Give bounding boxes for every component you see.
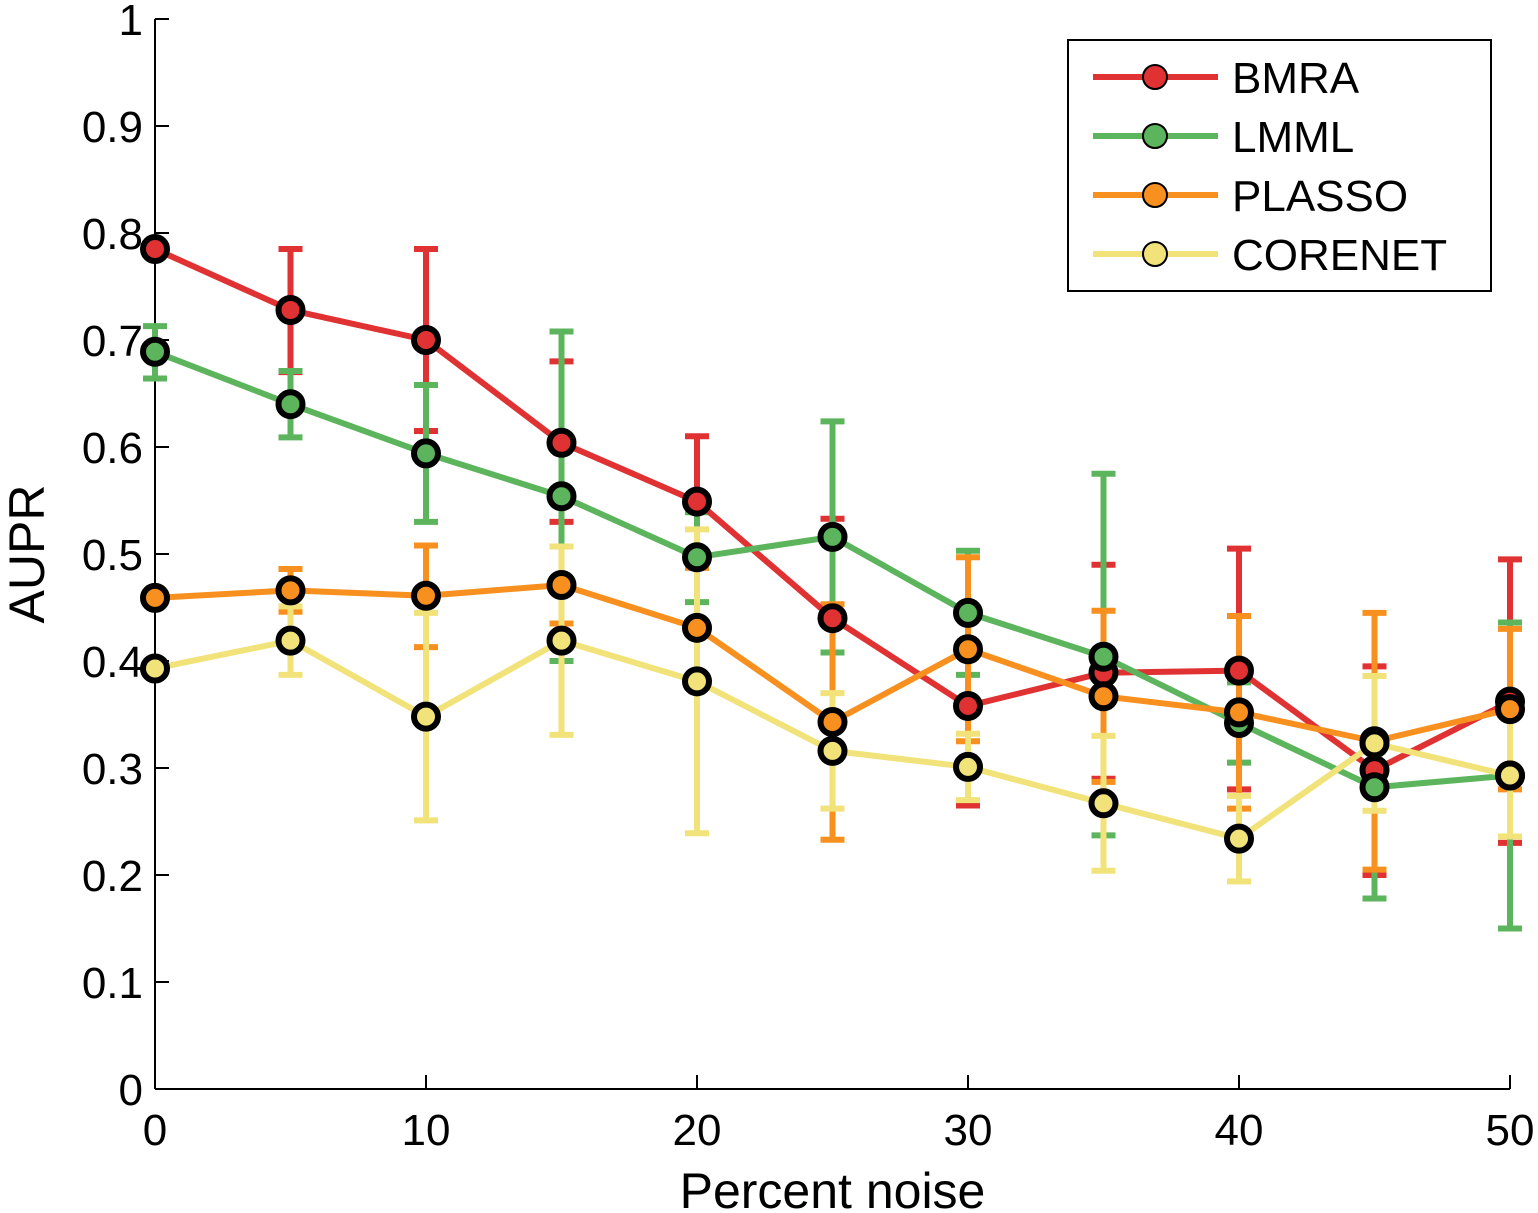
y-axis-title: AUPR: [0, 485, 55, 624]
data-point-corenet: [1495, 760, 1525, 791]
legend-marker-corenet: [1142, 241, 1168, 267]
y-tick-label: 0.3: [82, 745, 143, 794]
x-tick-label: 20: [673, 1106, 722, 1155]
y-tick-label: 0.8: [82, 210, 143, 259]
data-point-corenet: [682, 666, 712, 697]
legend-label-bmra: BMRA: [1232, 54, 1360, 103]
y-tick-label: 0.1: [82, 959, 143, 1008]
data-point-corenet: [140, 653, 170, 684]
data-point-corenet: [1088, 788, 1119, 819]
data-point-corenet: [546, 625, 577, 656]
y-tick-label: 0: [119, 1066, 143, 1115]
data-point-lmml: [953, 597, 983, 628]
x-axis-title: Percent noise: [680, 1163, 986, 1213]
data-point-lmml: [1359, 772, 1390, 803]
series-markers: [140, 234, 1525, 854]
y-tick-label: 0.5: [82, 531, 143, 580]
data-point-lmml: [546, 481, 577, 512]
data-point-plasso: [546, 570, 577, 601]
data-point-corenet: [1359, 728, 1390, 759]
data-point-lmml: [140, 336, 170, 367]
x-tick-label: 50: [1486, 1106, 1535, 1155]
data-point-bmra: [275, 295, 306, 326]
legend-box: [1067, 39, 1492, 292]
data-point-plasso: [817, 706, 848, 737]
data-point-plasso: [140, 582, 170, 613]
data-point-bmra: [546, 427, 577, 458]
data-point-bmra: [1224, 655, 1254, 686]
data-point-lmml: [682, 542, 712, 573]
data-point-bmra: [140, 234, 170, 265]
data-point-lmml: [1088, 641, 1119, 672]
legend-label-lmml: LMML: [1232, 113, 1354, 162]
data-point-plasso: [953, 634, 983, 665]
error-bars: [143, 246, 1522, 932]
x-tick-label: 40: [1215, 1106, 1264, 1155]
data-point-bmra: [411, 325, 441, 355]
data-point-corenet: [817, 735, 848, 766]
y-tick-label: 0.9: [82, 103, 143, 152]
data-point-plasso: [411, 580, 441, 611]
data-point-lmml: [275, 389, 306, 420]
legend: BMRA LMML PLASSO CORENET: [1067, 39, 1492, 292]
data-point-plasso: [275, 575, 306, 606]
x-tick-label: 30: [944, 1106, 993, 1155]
y-tick-label: 0.4: [82, 638, 143, 687]
x-tick-label: 0: [143, 1106, 167, 1155]
legend-marker-plasso: [1142, 182, 1168, 208]
legend-marker-lmml: [1142, 123, 1168, 149]
data-point-plasso: [682, 612, 712, 643]
data-point-plasso: [1088, 681, 1119, 712]
legend-marker-bmra: [1142, 64, 1168, 90]
data-point-lmml: [411, 438, 441, 469]
data-point-lmml: [817, 521, 848, 552]
data-point-corenet: [411, 701, 441, 732]
data-point-plasso: [1224, 697, 1254, 728]
y-tick-label: 0.7: [82, 317, 143, 366]
y-tick-label: 0.6: [82, 424, 143, 473]
y-tick-label: 1: [119, 0, 143, 45]
data-point-plasso: [1495, 694, 1525, 725]
axes: 0 10 20 30 40 50 0 0.1 0.2 0.3 0.4 0.5 0.6 0.7 0.8 0.9 1: [82, 0, 1535, 1155]
data-point-bmra: [817, 603, 848, 634]
data-point-bmra: [953, 690, 983, 721]
data-point-corenet: [953, 751, 983, 782]
legend-label-corenet: CORENET: [1232, 231, 1447, 280]
data-point-corenet: [275, 625, 306, 656]
data-point-bmra: [682, 486, 712, 517]
legend-label-plasso: PLASSO: [1232, 172, 1408, 221]
data-point-corenet: [1224, 823, 1254, 854]
x-tick-label: 10: [402, 1106, 451, 1155]
y-tick-label: 0.2: [82, 852, 143, 901]
